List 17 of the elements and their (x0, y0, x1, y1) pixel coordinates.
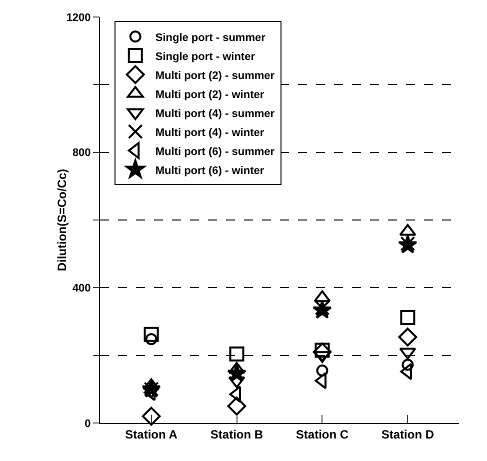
y-tick-label: 800 (72, 147, 91, 160)
x-tick-label: Station B (210, 427, 264, 442)
y-tick-label: 0 (84, 418, 91, 430)
legend-label: Single port - winter (155, 50, 256, 63)
legend-label: Single port - summer (155, 32, 266, 44)
x-tick-label: Station A (125, 427, 178, 442)
legend-label: Multi port (6) - summer (155, 146, 276, 158)
legend-label: Multi port (2) - winter (155, 88, 265, 101)
legend-label: Multi port (6) - winter (155, 164, 265, 177)
y-tick-label: 400 (72, 282, 91, 295)
x-tick-label: Station D (381, 427, 434, 442)
legend-label: Multi port (4) - summer (155, 108, 276, 120)
legend-label: Multi port (4) - winter (155, 126, 265, 139)
x-tick-label: Station C (296, 427, 349, 442)
y-axis-title: Dilution(S=Co/Cc) (55, 168, 69, 272)
legend-label: Multi port (2) - summer (155, 70, 276, 82)
y-tick-label: 1200 (66, 12, 91, 24)
